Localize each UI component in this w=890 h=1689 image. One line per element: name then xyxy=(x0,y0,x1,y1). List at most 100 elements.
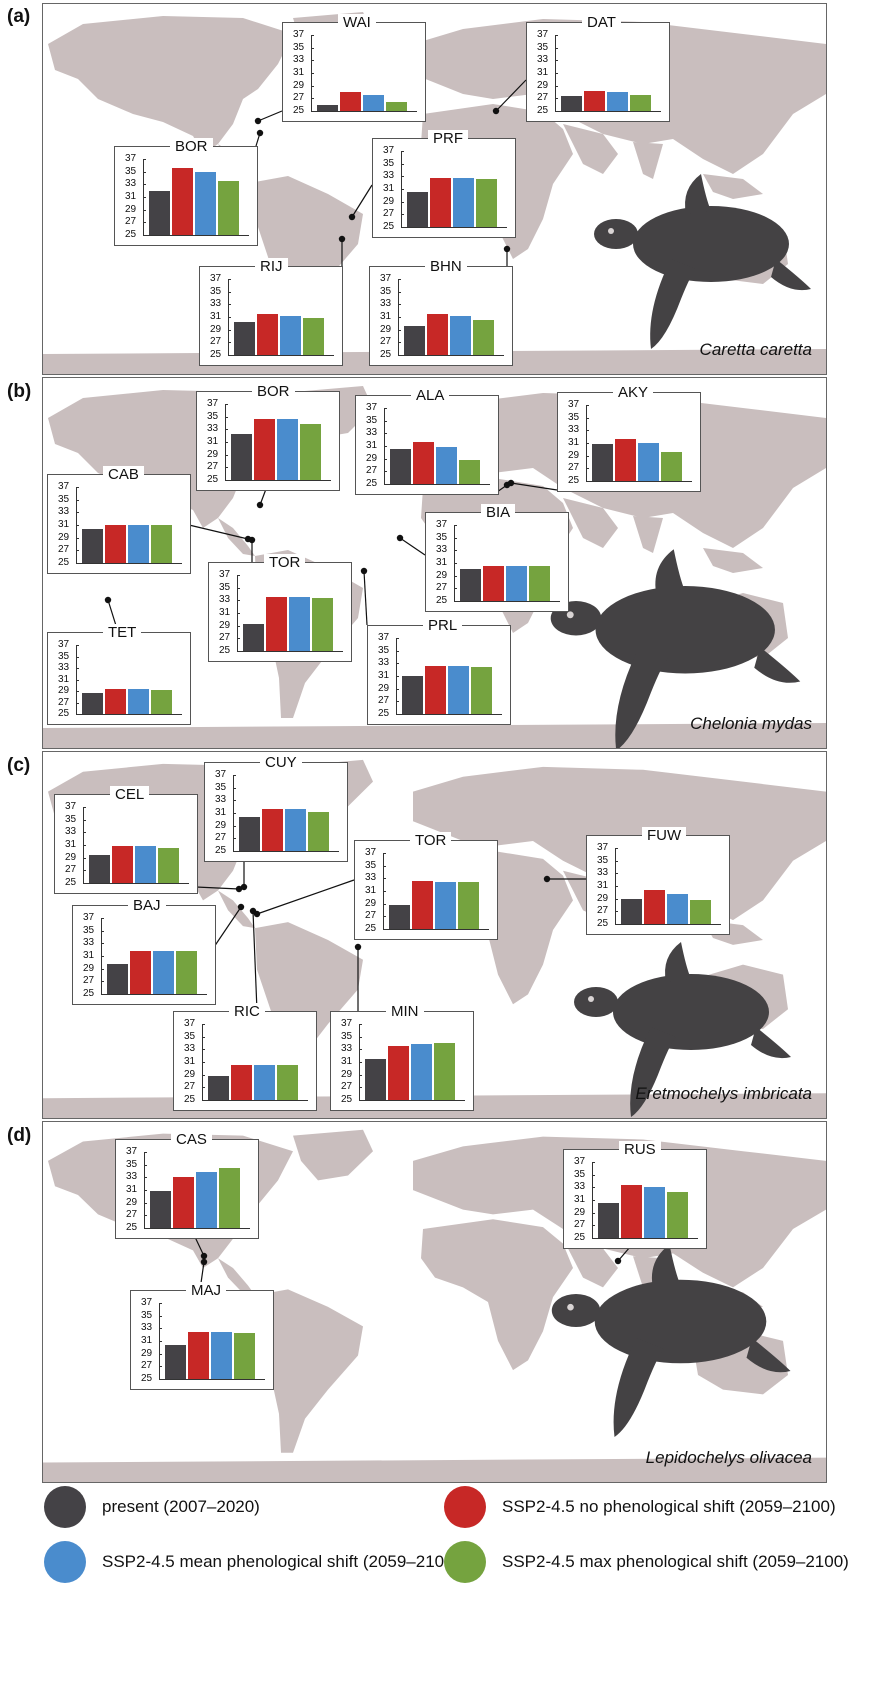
y-tick xyxy=(311,98,314,100)
site-inset-chart: CUY 37 35 33 31 29 27 25 xyxy=(204,754,348,862)
bar-mean-shift xyxy=(363,94,384,111)
y-tick xyxy=(202,1074,205,1076)
y-tick-label: 35 xyxy=(365,859,377,871)
landmass xyxy=(218,518,255,556)
site-name: RIJ xyxy=(255,258,288,276)
leader-line xyxy=(213,906,242,948)
y-tick xyxy=(228,279,231,280)
x-axis xyxy=(143,235,249,236)
leader-line xyxy=(256,879,355,915)
y-tick xyxy=(143,197,146,198)
y-tick-label: 35 xyxy=(537,41,549,53)
y-tick-label: 37 xyxy=(126,1146,138,1157)
nesting-site-dot xyxy=(104,596,112,604)
y-tick-label: 31 xyxy=(597,880,609,891)
y-tick xyxy=(383,903,386,905)
nesting-site-dot xyxy=(235,885,243,893)
y-tick-label: 31 xyxy=(537,67,549,78)
y-tick xyxy=(311,73,314,74)
bar-mean-shift xyxy=(506,565,527,601)
y-tick-label: 25 xyxy=(83,988,95,999)
y-tick-label: 33 xyxy=(184,1043,196,1055)
y-axis xyxy=(144,1152,145,1228)
bar-no-shift xyxy=(412,880,433,929)
x-axis xyxy=(83,883,189,884)
bar-mean-shift xyxy=(254,1064,275,1100)
bar-present xyxy=(82,528,103,563)
legend-label: present (2007–2020) xyxy=(102,1497,260,1516)
y-tick-label: 37 xyxy=(537,29,549,40)
nesting-site-dot xyxy=(360,567,368,575)
y-tick-label: 37 xyxy=(366,402,378,413)
bar-present xyxy=(150,1191,171,1228)
bar-mean-shift xyxy=(411,1044,432,1100)
x-axis xyxy=(384,484,490,485)
leader-line xyxy=(194,1236,205,1257)
y-tick xyxy=(202,1036,205,1038)
y-tick xyxy=(396,638,399,639)
y-tick xyxy=(615,886,618,887)
y-tick xyxy=(76,550,79,552)
y-tick xyxy=(615,848,618,849)
y-axis xyxy=(101,918,102,994)
site-name: DAT xyxy=(582,14,621,32)
y-tick-label: 31 xyxy=(184,1056,196,1067)
site-inset-chart: BOR 37 35 33 31 29 27 25 xyxy=(196,383,340,491)
site-inset-chart: TOR 37 35 33 31 29 27 25 xyxy=(354,832,498,940)
y-tick-label: 33 xyxy=(219,594,231,606)
y-tick-label: 29 xyxy=(65,851,77,863)
y-tick-label: 37 xyxy=(207,398,219,409)
y-tick xyxy=(586,468,589,470)
y-tick-label: 35 xyxy=(184,1030,196,1042)
x-axis xyxy=(454,601,560,602)
y-tick xyxy=(592,1225,595,1227)
y-tick-label: 37 xyxy=(380,273,392,284)
legend-label: SSP2-4.5 mean phenological shift (2059–2… xyxy=(102,1552,460,1571)
bar-mean-shift xyxy=(280,315,301,355)
y-tick xyxy=(143,159,146,160)
y-tick-label: 35 xyxy=(380,285,392,297)
y-tick xyxy=(83,819,86,821)
bar-max-shift xyxy=(476,178,497,227)
bar-present xyxy=(389,904,410,929)
landmass xyxy=(703,548,763,573)
y-tick xyxy=(202,1087,205,1089)
bar-present xyxy=(107,963,128,994)
y-tick-label: 31 xyxy=(293,67,305,78)
y-tick xyxy=(398,342,401,344)
y-tick xyxy=(237,638,240,640)
site-inset-chart: TOR 37 35 33 31 29 27 25 xyxy=(208,554,352,662)
y-tick-label: 27 xyxy=(574,1219,586,1231)
y-tick-label: 31 xyxy=(210,311,222,322)
legend-label: SSP2-4.5 no phenological shift (2059–210… xyxy=(502,1497,836,1516)
y-axis xyxy=(159,1303,160,1379)
x-axis xyxy=(159,1379,265,1380)
y-tick xyxy=(555,47,558,49)
y-tick xyxy=(401,214,404,216)
y-tick xyxy=(384,408,387,409)
site-inset-chart: CAB 37 35 33 31 29 27 25 xyxy=(47,466,191,574)
y-axis xyxy=(225,404,226,480)
y-tick-label: 27 xyxy=(83,975,95,987)
y-tick xyxy=(101,956,104,957)
y-tick-label: 29 xyxy=(293,79,305,91)
nesting-site-dot xyxy=(200,1258,208,1266)
leader-line xyxy=(351,184,373,218)
y-tick xyxy=(383,865,386,867)
bar-present xyxy=(407,191,428,227)
y-tick xyxy=(383,916,386,918)
site-name: BIA xyxy=(481,504,516,522)
y-axis xyxy=(398,279,399,355)
y-tick xyxy=(359,1074,362,1076)
y-tick-label: 27 xyxy=(207,461,219,473)
y-tick xyxy=(454,525,457,526)
y-tick-label: 35 xyxy=(215,781,227,793)
y-tick-label: 25 xyxy=(537,105,549,116)
bar-no-shift xyxy=(254,419,275,480)
bar-max-shift xyxy=(219,1168,240,1228)
bar-mean-shift xyxy=(196,1172,217,1228)
y-tick xyxy=(228,329,231,331)
y-tick-label: 37 xyxy=(210,273,222,284)
